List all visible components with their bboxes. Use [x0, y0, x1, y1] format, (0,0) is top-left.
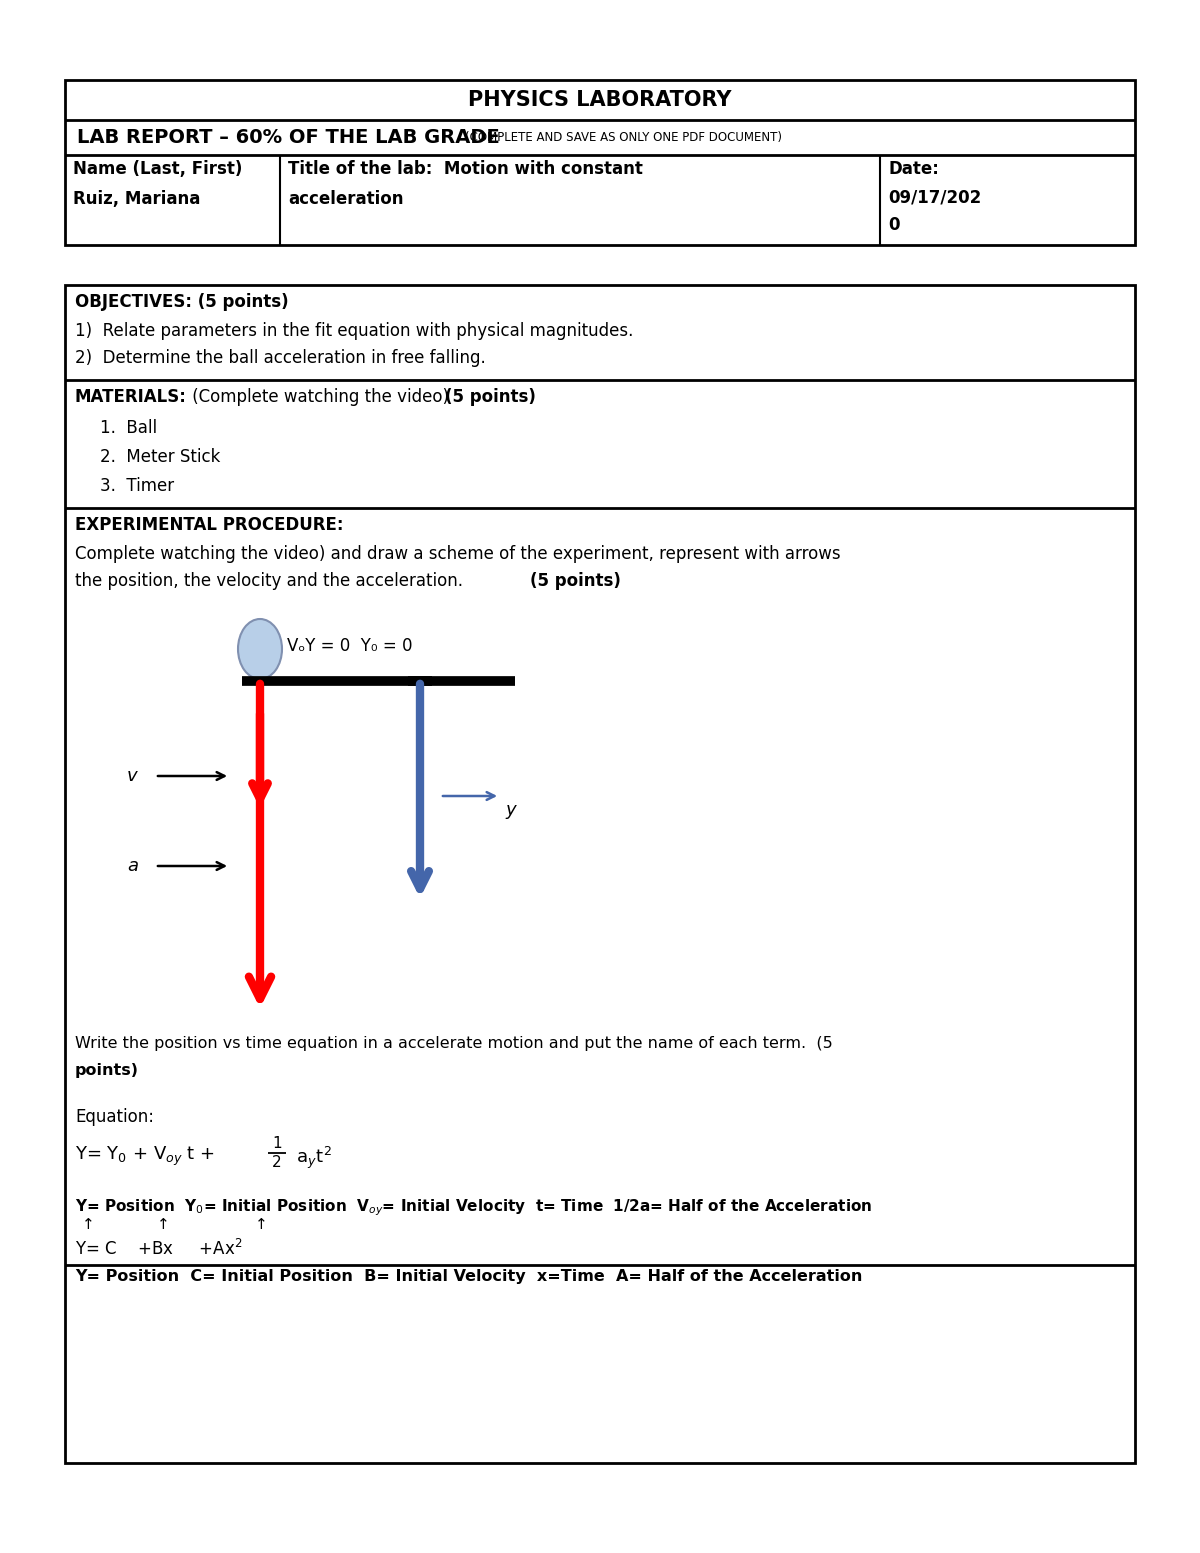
Text: y: y — [505, 801, 516, 818]
Text: Y= Position  C= Initial Position  B= Initial Velocity  x=Time  A= Half of the Ac: Y= Position C= Initial Position B= Initi… — [74, 1269, 863, 1284]
Text: 2)  Determine the ball acceleration in free falling.: 2) Determine the ball acceleration in fr… — [74, 349, 486, 367]
Text: 1.  Ball: 1. Ball — [100, 419, 157, 436]
Text: 1: 1 — [272, 1135, 282, 1151]
Text: ↑: ↑ — [157, 1218, 169, 1232]
Text: Y= C    +Bx     +Ax$^2$: Y= C +Bx +Ax$^2$ — [74, 1239, 242, 1259]
Text: PHYSICS LABORATORY: PHYSICS LABORATORY — [468, 90, 732, 110]
Text: points): points) — [74, 1062, 139, 1078]
Bar — [65, 81, 1135, 245]
Text: (COMPLETE AND SAVE AS ONLY ONE PDF DOCUMENT): (COMPLETE AND SAVE AS ONLY ONE PDF DOCUM… — [466, 130, 782, 144]
Text: Y= Y$_0$ + V$_{oy}$ t +: Y= Y$_0$ + V$_{oy}$ t + — [74, 1145, 217, 1168]
Text: OBJECTIVES: (5 points): OBJECTIVES: (5 points) — [74, 294, 289, 311]
Bar — [65, 286, 1135, 1463]
Text: Date:: Date: — [888, 160, 938, 179]
Text: ↑: ↑ — [256, 1218, 268, 1232]
Text: a$_y$t$^2$: a$_y$t$^2$ — [292, 1145, 332, 1171]
Text: Ruiz, Mariana: Ruiz, Mariana — [73, 189, 200, 208]
Text: Y= Position  Y$_0$= Initial Position  V$_{oy}$= Initial Velocity  t= Time  1/2a=: Y= Position Y$_0$= Initial Position V$_{… — [74, 1197, 872, 1218]
Text: Name (Last, First): Name (Last, First) — [73, 160, 242, 179]
Text: acceleration: acceleration — [288, 189, 403, 208]
Text: 2.  Meter Stick: 2. Meter Stick — [100, 447, 221, 466]
Text: a: a — [127, 857, 138, 874]
Text: Title of the lab:  Motion with constant: Title of the lab: Motion with constant — [288, 160, 643, 179]
Text: (5 points): (5 points) — [530, 572, 620, 590]
Text: MATERIALS:: MATERIALS: — [74, 388, 187, 405]
Text: EXPERIMENTAL PROCEDURE:: EXPERIMENTAL PROCEDURE: — [74, 516, 343, 534]
Text: LAB REPORT – 60% OF THE LAB GRADE: LAB REPORT – 60% OF THE LAB GRADE — [77, 127, 499, 148]
Text: VₒY = 0  Y₀ = 0: VₒY = 0 Y₀ = 0 — [287, 637, 413, 655]
Text: Equation:: Equation: — [74, 1107, 154, 1126]
Ellipse shape — [238, 620, 282, 679]
Text: (Complete watching the video): (Complete watching the video) — [187, 388, 455, 405]
Text: 0: 0 — [888, 216, 900, 235]
Text: 2: 2 — [272, 1155, 282, 1169]
Text: 1)  Relate parameters in the fit equation with physical magnitudes.: 1) Relate parameters in the fit equation… — [74, 321, 634, 340]
Text: 3.  Timer: 3. Timer — [100, 477, 174, 495]
Text: 09/17/202: 09/17/202 — [888, 188, 982, 207]
Text: v: v — [127, 767, 138, 784]
Text: Write the position vs time equation in a accelerate motion and put the name of e: Write the position vs time equation in a… — [74, 1036, 833, 1051]
Text: Complete watching the video) and draw a scheme of the experiment, represent with: Complete watching the video) and draw a … — [74, 545, 841, 564]
Text: the position, the velocity and the acceleration.: the position, the velocity and the accel… — [74, 572, 468, 590]
Text: ↑: ↑ — [82, 1218, 95, 1232]
Text: (5 points): (5 points) — [445, 388, 536, 405]
